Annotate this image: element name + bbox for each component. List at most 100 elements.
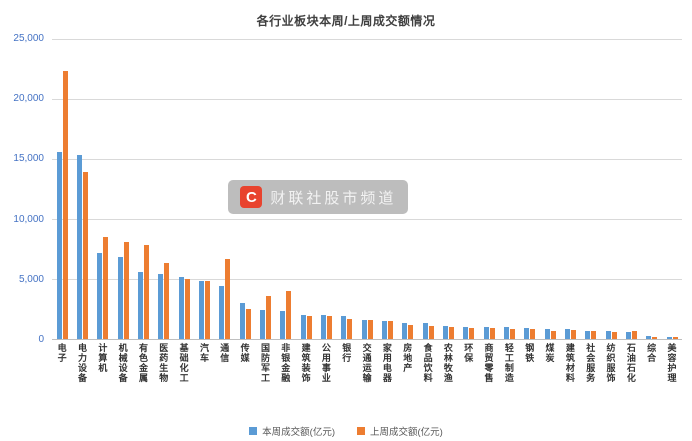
legend-item-this-week: 本周成交额(亿元): [249, 424, 335, 438]
x-axis-category: 电子: [52, 343, 72, 416]
x-axis-category: 国防军工: [255, 343, 275, 416]
bar-group: [215, 39, 235, 339]
y-axis: 25,000 20,000 15,000 10,000 5,000 0: [0, 33, 52, 345]
bar-last-week: [347, 318, 353, 339]
bar-group: [499, 39, 519, 339]
x-axis-category: 家用电器: [377, 343, 397, 416]
x-axis-category: 煤炭: [540, 343, 560, 416]
bar-last-week: [489, 328, 495, 339]
bar-group: [316, 39, 336, 339]
bar-group: [621, 39, 641, 339]
x-axis-category: 汽车: [194, 343, 214, 416]
bar-this-week: [259, 310, 265, 339]
bar-last-week: [428, 325, 434, 339]
bar-this-week: [300, 315, 306, 339]
bar-group: [540, 39, 560, 339]
x-axis-category: 石油石化: [621, 343, 641, 416]
x-axis-category: 综合: [642, 343, 662, 416]
x-axis-category: 计算机: [93, 343, 113, 416]
bar-last-week: [286, 291, 292, 339]
bar-this-week: [422, 323, 428, 339]
x-axis-category: 建筑装饰: [296, 343, 316, 416]
x-axis-category: 医药生物: [154, 343, 174, 416]
x-axis-category: 交通运输: [357, 343, 377, 416]
x-axis-category-label: 家用电器: [381, 343, 392, 383]
bar-last-week: [387, 321, 393, 339]
x-axis-category: 轻工制造: [499, 343, 519, 416]
x-axis-category-label: 通信: [219, 343, 230, 363]
bar-last-week: [408, 324, 414, 339]
bar-this-week: [341, 316, 347, 339]
x-axis-category-label: 钢铁: [524, 343, 535, 363]
bar-group: [255, 39, 275, 339]
bar-this-week: [198, 281, 204, 339]
x-axis-category-label: 交通运输: [361, 343, 372, 383]
bar-group: [194, 39, 214, 339]
y-tick-label: 5,000: [18, 273, 44, 285]
chart-body: 25,000 20,000 15,000 10,000 5,000 0 C 财联社股市频道…: [0, 33, 682, 416]
x-axis-category-label: 房地产: [402, 343, 413, 373]
bar-last-week: [611, 331, 617, 339]
bar-group: [154, 39, 174, 339]
bar-group: [93, 39, 113, 339]
y-tick-label: 25,000: [13, 33, 44, 44]
legend: 本周成交额(亿元) 上周成交额(亿元): [0, 424, 692, 438]
x-axis-category-label: 轻工制造: [503, 343, 514, 383]
bar-last-week: [448, 327, 454, 339]
x-axis-category: 通信: [215, 343, 235, 416]
bars-container: [52, 39, 682, 339]
x-axis-category-label: 建筑装饰: [300, 343, 311, 383]
bar-group: [357, 39, 377, 339]
legend-item-last-week: 上周成交额(亿元): [357, 424, 443, 438]
x-axis-category: 房地产: [398, 343, 418, 416]
x-axis-category-label: 汽车: [198, 343, 209, 363]
bar-group: [418, 39, 438, 339]
x-axis-category: 农林牧渔: [438, 343, 458, 416]
x-axis-category-label: 传媒: [239, 343, 250, 363]
bar-this-week: [605, 331, 611, 339]
bar-this-week: [463, 327, 469, 339]
x-axis-category: 商贸零售: [479, 343, 499, 416]
x-axis-category-label: 计算机: [97, 343, 108, 373]
y-tick-label: 15,000: [13, 153, 44, 165]
x-axis-category-label: 商贸零售: [483, 343, 494, 383]
bar-group: [377, 39, 397, 339]
bar-last-week: [631, 330, 637, 339]
bar-group: [113, 39, 133, 339]
bar-last-week: [103, 237, 109, 339]
bar-group: [133, 39, 153, 339]
x-axis-category-label: 石油石化: [625, 343, 636, 383]
bar-this-week: [483, 327, 489, 339]
bar-this-week: [544, 329, 550, 339]
x-axis-category: 钢铁: [520, 343, 540, 416]
bar-this-week: [564, 329, 570, 339]
bar-last-week: [469, 328, 475, 339]
bar-last-week: [367, 319, 373, 339]
bar-group: [398, 39, 418, 339]
x-axis-category-label: 银行: [341, 343, 352, 363]
x-axis-category-label: 非银金融: [280, 343, 291, 383]
bar-this-week: [97, 252, 103, 339]
bar-this-week: [402, 323, 408, 339]
x-axis-category-label: 纺织服饰: [605, 343, 616, 383]
bar-last-week: [265, 295, 271, 339]
y-tick-label: 10,000: [13, 213, 44, 225]
bar-last-week: [306, 316, 312, 339]
bar-this-week: [524, 328, 530, 339]
legend-swatch-icon: [249, 427, 258, 435]
x-axis-category: 电力设备: [72, 343, 92, 416]
bar-this-week: [320, 315, 326, 339]
x-axis-category: 非银金融: [276, 343, 296, 416]
bar-group: [235, 39, 255, 339]
legend-label: 上周成交额(亿元): [370, 427, 443, 438]
x-axis-category-label: 医药生物: [158, 343, 169, 383]
axis-corner-spacer: [0, 340, 52, 416]
x-axis-category: 纺织服饰: [601, 343, 621, 416]
bar-this-week: [56, 151, 62, 339]
bar-group: [337, 39, 357, 339]
bar-group: [72, 39, 92, 339]
x-axis-category-label: 社会服务: [585, 343, 596, 383]
bar-this-week: [585, 330, 591, 339]
bar-last-week: [672, 337, 678, 339]
bar-group: [581, 39, 601, 339]
